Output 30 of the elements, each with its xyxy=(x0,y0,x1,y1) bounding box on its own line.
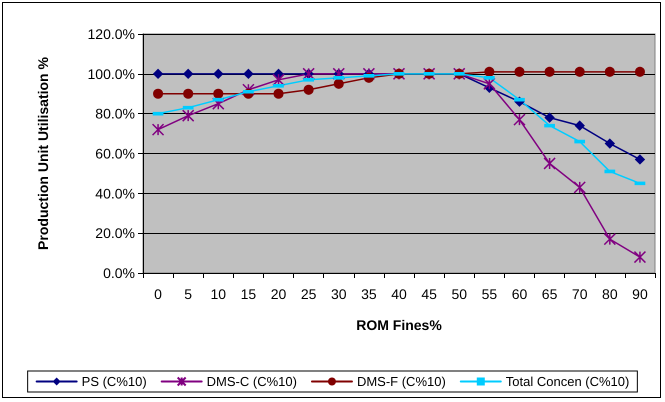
x-tick-label: 70 xyxy=(572,286,588,302)
legend-label: Total Concen (C%10) xyxy=(506,374,630,389)
x-tick-label: 90 xyxy=(632,286,648,302)
x-tick-label: 35 xyxy=(361,286,377,302)
x-tick-label: 30 xyxy=(330,286,347,302)
x-tick-label: 55 xyxy=(482,286,498,302)
y-tick-label: 60.0% xyxy=(95,146,135,162)
y-tick-label: 20.0% xyxy=(95,225,135,242)
x-tick-label: 5 xyxy=(184,286,192,302)
y-tick-label: 80.0% xyxy=(95,106,135,122)
x-tick-label: 60 xyxy=(512,286,528,302)
y-axis-title: Production Unit Utilisation % xyxy=(35,56,51,250)
x-tick-label: 65 xyxy=(542,286,558,302)
x-tick-label: 20 xyxy=(270,286,287,302)
y-tick-label: 0.0% xyxy=(103,265,135,281)
legend-label: DMS-C (C%10) xyxy=(206,374,297,389)
x-tick-label: 15 xyxy=(240,286,256,302)
x-tick-label: 45 xyxy=(421,286,438,302)
legend-label: PS (C%10) xyxy=(82,374,147,389)
y-tick-label: 120.0% xyxy=(88,26,135,42)
y-tick-label: 100.0% xyxy=(88,66,135,82)
legend-label: DMS-F (C%10) xyxy=(356,374,446,389)
x-tick-label: 0 xyxy=(154,286,162,302)
x-tick-label: 25 xyxy=(300,286,317,302)
x-tick-label: 50 xyxy=(451,286,468,302)
x-axis-title: ROM Fines% xyxy=(356,317,442,333)
x-tick-label: 10 xyxy=(210,286,226,302)
x-tick-label: 40 xyxy=(391,286,407,302)
x-tick-label: 80 xyxy=(602,286,618,302)
y-tick-label: 40.0% xyxy=(95,185,135,202)
